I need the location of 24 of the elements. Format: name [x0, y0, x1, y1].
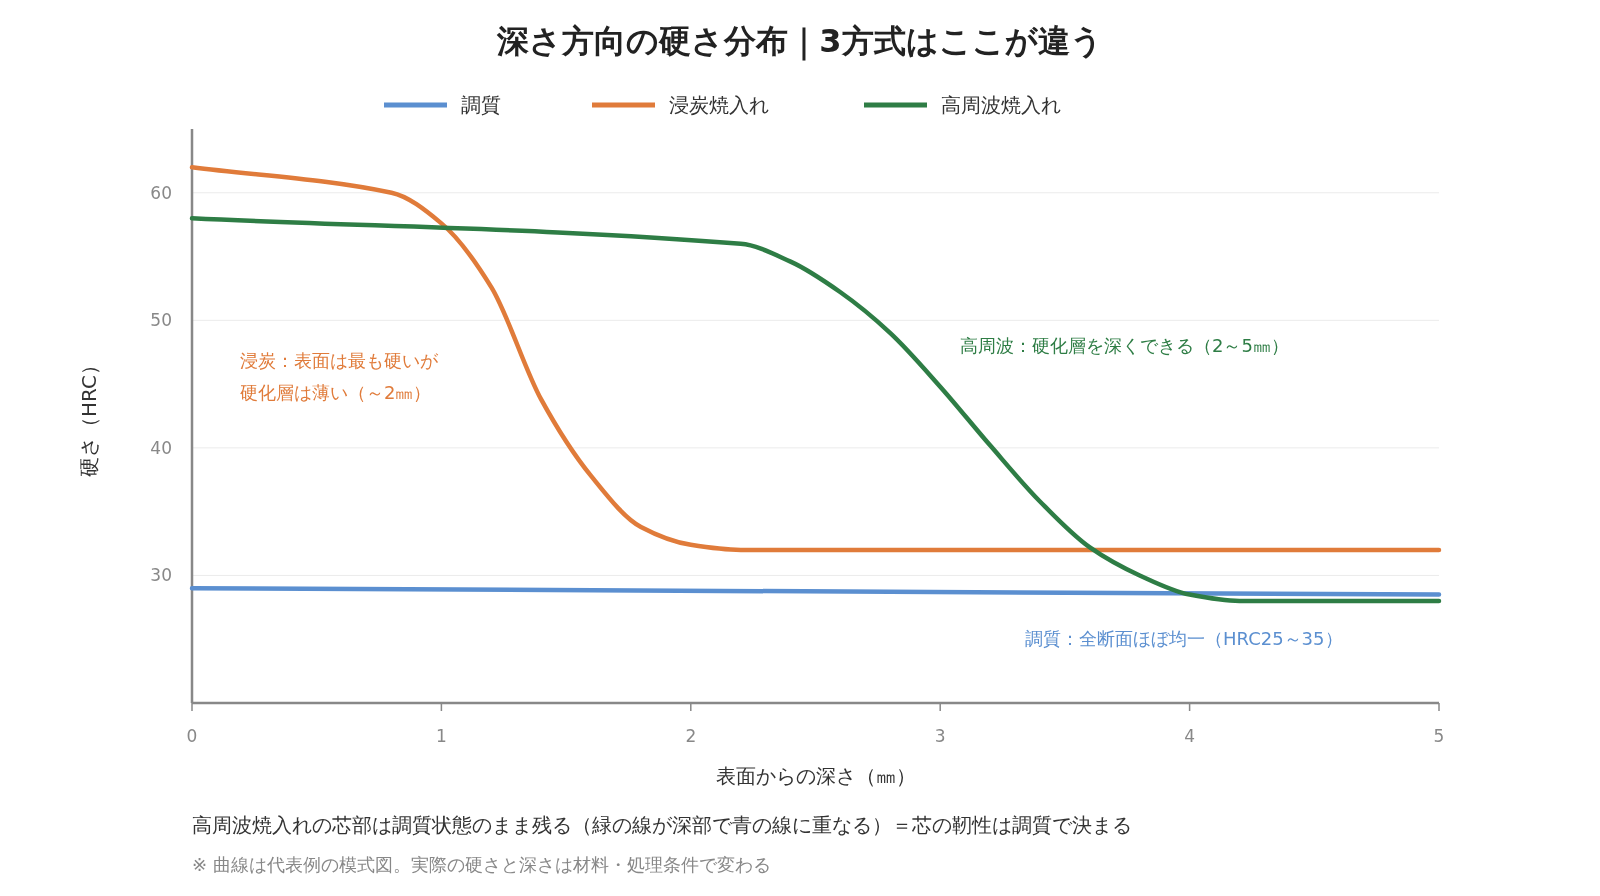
x-axis-title: 表面からの深さ（㎜）: [715, 764, 916, 788]
x-tick-label: 3: [934, 726, 946, 746]
x-tick-label: 0: [186, 726, 198, 746]
annotation: 浸炭：表面は最も硬いが: [240, 350, 439, 371]
y-tick-label: 40: [150, 437, 172, 458]
legend-label: 浸炭焼入れ: [669, 93, 769, 117]
annotation: 調質：全断面ほぼ均一（HRC25～35）: [1025, 628, 1343, 649]
x-tick-label: 4: [1184, 726, 1196, 746]
line-series: [189, 165, 1442, 553]
x-tick-label: 2: [685, 726, 697, 746]
y-tick-label: 60: [150, 182, 172, 203]
x-tick-label: 1: [435, 726, 447, 746]
line-series: [189, 216, 1442, 604]
x-tick-label: 5: [1433, 726, 1445, 746]
chart-title: 深さ方向の硬さ分布｜3方式はここが違う: [496, 22, 1103, 61]
legend-label: 高周波焼入れ: [941, 93, 1061, 117]
annotation: 高周波：硬化層を深くできる（2～5㎜）: [960, 335, 1289, 356]
y-axis-title: 硬さ（HRC）: [77, 355, 101, 477]
text: ※ 曲線は代表例の模式図。実際の硬さと深さは材料・処理条件で変わる: [192, 854, 771, 875]
legend-label: 調質: [461, 93, 501, 117]
text: 高周波焼入れの芯部は調質状態のまま残る（緑の線が深部で青の線に重なる）＝芯の靭性は調質で決まる: [192, 813, 1132, 837]
y-tick-label: 50: [150, 310, 172, 331]
annotation: 硬化層は薄い（～2㎜）: [240, 382, 432, 403]
y-tick-label: 30: [150, 565, 172, 586]
